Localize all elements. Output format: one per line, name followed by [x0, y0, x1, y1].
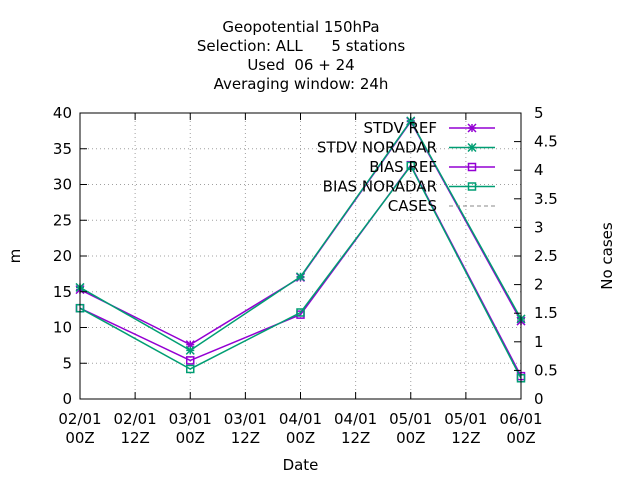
x-tick-label-date: 02/01 — [114, 410, 157, 428]
series-line — [79, 164, 522, 379]
y-tick-label: 25 — [53, 211, 72, 229]
y-tick-label: 15 — [53, 283, 72, 301]
x-tick-label-time: 00Z — [65, 429, 94, 447]
y-tick-label: 0 — [62, 390, 72, 408]
x-axis-label: Date — [283, 456, 319, 474]
legend-label: BIAS NORADAR — [323, 178, 437, 196]
x-tick-label-date: 06/01 — [499, 410, 542, 428]
data-point — [186, 364, 195, 374]
data-point — [186, 356, 195, 365]
legend-entry: STDV NORADAR — [317, 139, 495, 157]
data-point — [406, 161, 415, 171]
legend-marker — [467, 162, 477, 172]
y-tick-label: 40 — [53, 104, 72, 122]
x-tick-label-time: 12Z — [341, 429, 370, 447]
y-tick-label: 5 — [62, 354, 72, 372]
legend-label: STDV NORADAR — [317, 139, 437, 157]
x-tick-label-date: 03/01 — [169, 410, 212, 428]
title-line: Geopotential 150hPa — [222, 18, 379, 36]
x-tick-label-date: 04/01 — [279, 410, 322, 428]
x-tick-label-time: 00Z — [286, 429, 315, 447]
y2-tick-label: 0.5 — [534, 361, 558, 379]
y2-tick-label: 1 — [534, 333, 544, 351]
x-tick-label-date: 05/01 — [389, 410, 432, 428]
y2-tick-label: 5 — [534, 104, 544, 122]
legend-entry: BIAS NORADAR — [323, 178, 495, 196]
legend-entry: BIAS REF — [369, 158, 495, 176]
legend-label: CASES — [388, 197, 437, 215]
x-tick-label-time: 12Z — [451, 429, 480, 447]
x-tick-label-time: 12Z — [231, 429, 260, 447]
series-bias-noradar — [75, 161, 526, 383]
x-tick-label-date: 05/01 — [444, 410, 487, 428]
x-tick-label-time: 00Z — [176, 429, 205, 447]
title-line: Averaging window: 24h — [214, 75, 389, 93]
y2-tick-label: 4 — [534, 161, 544, 179]
legend-entry: CASES — [388, 197, 495, 215]
grid — [80, 113, 521, 399]
y-tick-label: 20 — [53, 247, 72, 265]
legend-marker — [467, 142, 477, 153]
legend-label: BIAS REF — [369, 158, 437, 176]
data-point — [295, 272, 306, 282]
y2-tick-label: 1.5 — [534, 304, 558, 322]
title-line: Selection: ALL 5 stations — [197, 37, 405, 55]
ticks: 0 5 10 15 20 25 30 35 40 0 0.5 1 1.5 2 2.5 3 3.5 4 4.5 5 02/… — [53, 104, 558, 447]
legend-marker — [467, 182, 477, 191]
y-axis-label: m — [6, 249, 24, 264]
y-tick-label: 30 — [53, 176, 72, 194]
y2-tick-label: 3.5 — [534, 190, 558, 208]
y2-tick-label: 3 — [534, 218, 544, 236]
x-tick-label-date: 03/01 — [224, 410, 267, 428]
data-point — [185, 345, 195, 355]
legend-entry: STDV REF — [363, 119, 495, 137]
legend-label: STDV REF — [363, 119, 437, 137]
x-tick-label-time: 00Z — [396, 429, 425, 447]
data-point — [296, 308, 305, 317]
y2-tick-label: 4.5 — [534, 133, 558, 151]
legend-marker — [467, 123, 477, 133]
y2-tick-label: 0 — [534, 390, 544, 408]
x-tick-label-date: 04/01 — [334, 410, 377, 428]
title-line: Used 06 + 24 — [247, 56, 354, 74]
y-tick-label: 10 — [53, 319, 72, 337]
y2-tick-label: 2.5 — [534, 247, 558, 265]
x-tick-label-time: 00Z — [506, 429, 535, 447]
y2-tick-label: 2 — [534, 276, 544, 294]
series-bias-ref — [75, 160, 526, 381]
x-tick-label-date: 02/01 — [58, 410, 101, 428]
x-tick-label-time: 12Z — [120, 429, 149, 447]
y2-axis-label: No cases — [598, 222, 616, 290]
y-tick-label: 35 — [53, 140, 72, 158]
